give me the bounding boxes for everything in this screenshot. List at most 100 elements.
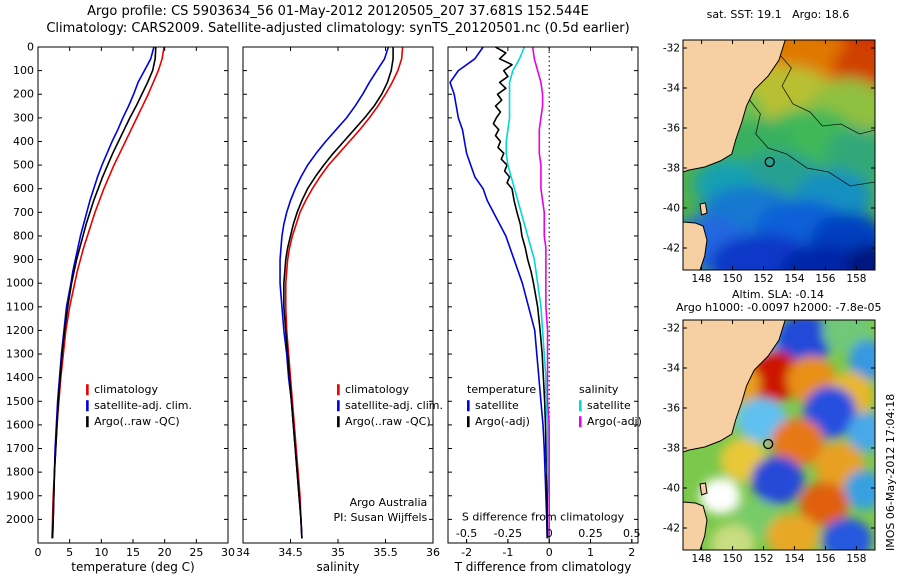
series-climatology	[284, 47, 404, 539]
series-satellite-adj-clim-	[51, 47, 155, 539]
svg-text:satellite: satellite	[587, 399, 631, 412]
svg-text:25: 25	[189, 546, 203, 559]
svg-text:Argo(-adj): Argo(-adj)	[587, 415, 642, 428]
svg-text:2: 2	[628, 546, 635, 559]
svg-text:300: 300	[13, 111, 34, 124]
figure-title-line2: Climatology: CARS2009. Satellite-adjuste…	[46, 21, 630, 36]
svg-text:0.5: 0.5	[623, 527, 641, 540]
svg-text:158: 158	[846, 273, 866, 285]
svg-text:satellite-adj. clim.: satellite-adj. clim.	[345, 399, 443, 412]
svg-text:-32: -32	[663, 43, 680, 55]
svg-text:-34: -34	[663, 83, 680, 95]
svg-text:-38: -38	[663, 163, 680, 175]
svg-text:148: 148	[692, 273, 712, 285]
svg-text:1700: 1700	[6, 442, 34, 455]
map-border	[682, 319, 876, 551]
svg-text:150: 150	[723, 553, 743, 565]
svg-text:climatology: climatology	[345, 383, 409, 396]
series-t-satellite	[449, 47, 548, 539]
imos-timestamp-watermark: IMOS 06-May-2012 17:04:18	[884, 393, 897, 551]
difference-panel: -2 -1 0 1 2 S difference from climatology -0.5…	[447, 46, 642, 559]
land-coastline	[683, 320, 786, 453]
salinity-axis-label: salinity	[316, 560, 360, 574]
svg-text:152: 152	[753, 273, 773, 285]
svg-text:climatology: climatology	[94, 383, 158, 396]
svg-text:900: 900	[13, 253, 34, 266]
svg-text:150: 150	[723, 273, 743, 285]
contour-line	[747, 97, 875, 187]
svg-text:30: 30	[221, 546, 235, 559]
svg-text:0: 0	[35, 546, 42, 559]
svg-text:S difference from climatology: S difference from climatology	[462, 511, 625, 524]
svg-text:700: 700	[13, 206, 34, 219]
map-border	[682, 39, 876, 271]
sst-map: 148 150 152 154 156 158 -32 -34 -36 -38 -40 -42	[663, 39, 876, 285]
temperature-panel: 0 5 10 15 20 25 300100200300400500600700800900…	[6, 41, 235, 560]
svg-text:-2: -2	[461, 546, 472, 559]
series-t-argo-adj-	[492, 47, 549, 539]
svg-text:400: 400	[13, 135, 34, 148]
svg-text:temperature: temperature	[467, 383, 536, 396]
svg-text:1500: 1500	[6, 395, 34, 408]
axes-box	[242, 46, 434, 544]
svg-text:-38: -38	[663, 443, 680, 455]
svg-text:10: 10	[94, 546, 108, 559]
svg-text:1300: 1300	[6, 348, 34, 361]
svg-text:-0.25: -0.25	[494, 527, 522, 540]
svg-text:1400: 1400	[6, 371, 34, 384]
svg-text:-34: -34	[663, 363, 680, 375]
svg-text:34: 34	[236, 546, 250, 559]
temperature-axis-label: temperature (deg C)	[71, 560, 195, 574]
series-s-satellite	[505, 47, 550, 539]
svg-text:satellite-adj. clim.: satellite-adj. clim.	[94, 399, 192, 412]
svg-text:152: 152	[753, 553, 773, 565]
svg-text:1200: 1200	[6, 324, 34, 337]
svg-text:0: 0	[546, 546, 553, 559]
svg-text:800: 800	[13, 229, 34, 242]
land-coastline	[683, 40, 786, 173]
svg-text:0.25: 0.25	[578, 527, 603, 540]
svg-text:1800: 1800	[6, 466, 34, 479]
field-blobs	[683, 40, 875, 270]
svg-text:0: 0	[546, 527, 553, 540]
svg-text:36: 36	[426, 546, 440, 559]
svg-text:600: 600	[13, 182, 34, 195]
sla-map: 148 150 152 154 156 158 -32 -34 -36 -38 -40 -42	[663, 319, 876, 565]
svg-text:salinity: salinity	[579, 383, 619, 396]
svg-text:5: 5	[66, 546, 73, 559]
svg-text:1: 1	[587, 546, 594, 559]
axes-box	[447, 46, 639, 544]
svg-text:-0.5: -0.5	[456, 527, 477, 540]
sst-map-title: sat. SST: 19.1 Argo: 18.6	[706, 8, 850, 21]
svg-text:148: 148	[692, 553, 712, 565]
svg-text:-42: -42	[663, 243, 680, 255]
svg-text:Argo(-adj): Argo(-adj)	[475, 415, 530, 428]
svg-text:-1: -1	[502, 546, 513, 559]
svg-text:-42: -42	[663, 523, 680, 535]
svg-text:156: 156	[815, 273, 835, 285]
argo-float-marker	[764, 156, 775, 168]
series-argo-raw-qc-	[283, 47, 394, 539]
svg-text:1100: 1100	[6, 300, 34, 313]
sla-map-title-line2: Argo h1000: -0.0097 h2000: -7.8e-05	[676, 301, 882, 314]
svg-text:15: 15	[126, 546, 140, 559]
svg-text:2000: 2000	[6, 513, 34, 526]
land-coastline	[683, 221, 708, 270]
series-argo-raw-qc-	[51, 47, 157, 539]
svg-text:35.5: 35.5	[373, 546, 398, 559]
svg-text:-40: -40	[663, 203, 680, 215]
t-difference-axis-label: T difference from climatology	[454, 560, 632, 574]
svg-text:156: 156	[815, 553, 835, 565]
svg-text:Argo Australia: Argo Australia	[350, 496, 428, 509]
svg-text:200: 200	[13, 88, 34, 101]
argo-float-marker	[763, 438, 774, 450]
svg-text:154: 154	[784, 553, 804, 565]
svg-text:0: 0	[27, 41, 34, 54]
svg-text:PI: Susan Wijffels: PI: Susan Wijffels	[333, 511, 427, 524]
svg-text:1900: 1900	[6, 489, 34, 502]
svg-text:158: 158	[846, 553, 866, 565]
svg-text:154: 154	[784, 273, 804, 285]
land-coastline	[699, 202, 708, 216]
